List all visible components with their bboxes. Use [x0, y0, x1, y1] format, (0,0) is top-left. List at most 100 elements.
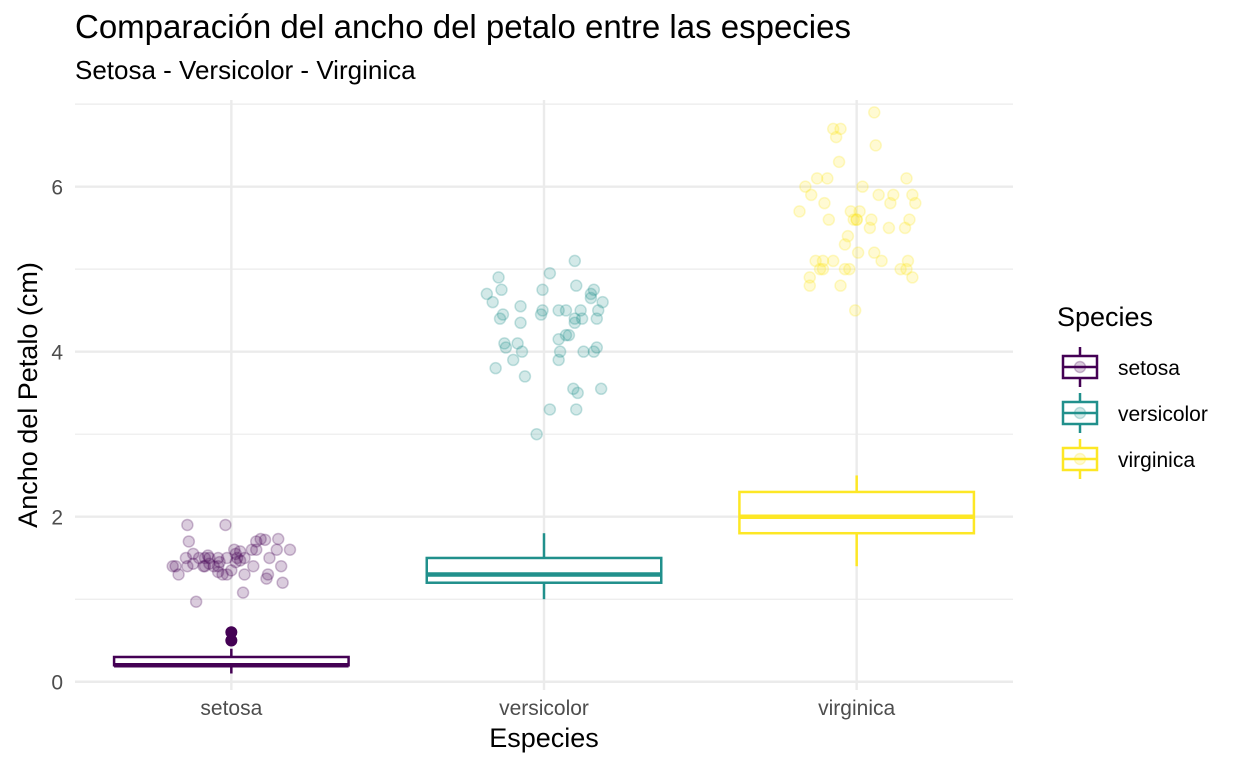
- data-point: [166, 559, 179, 573]
- data-point: [799, 180, 812, 193]
- data-point: [816, 262, 830, 276]
- data-point: [181, 518, 194, 532]
- data-point: [213, 555, 226, 569]
- data-point: [169, 559, 182, 573]
- data-point: [247, 559, 260, 573]
- data-point: [530, 427, 543, 441]
- data-point: [518, 370, 532, 383]
- legend: Species setosa versicolor virginica: [1057, 302, 1208, 479]
- data-point: [875, 254, 888, 268]
- data-point: [181, 559, 194, 573]
- data-point: [838, 262, 852, 276]
- data-point: [898, 221, 912, 235]
- data-point: [236, 586, 250, 599]
- data-point: [574, 304, 587, 317]
- data-point: [534, 308, 548, 321]
- data-point: [568, 312, 582, 325]
- data-point: [822, 213, 836, 226]
- data-point: [480, 287, 494, 301]
- chart-title: Comparación del ancho del petalo entre l…: [75, 8, 851, 45]
- data-point: [900, 172, 913, 185]
- data-point: [865, 213, 878, 226]
- data-point: [499, 341, 513, 354]
- data-point: [514, 300, 527, 313]
- legend-key-point: [1073, 360, 1087, 374]
- data-point: [172, 568, 185, 581]
- x-tick-label: setosa: [200, 697, 262, 720]
- data-point: [203, 551, 216, 565]
- data-point: [198, 559, 212, 573]
- data-point: [900, 262, 913, 276]
- data-point: [249, 543, 263, 556]
- legend-label: virginica: [1118, 449, 1195, 472]
- data-point: [813, 262, 827, 276]
- data-point: [229, 547, 242, 561]
- data-point: [848, 304, 862, 317]
- data-point: [220, 551, 234, 565]
- data-point: [851, 246, 865, 259]
- data-point: [587, 345, 601, 358]
- data-point: [203, 557, 216, 570]
- x-tick-label: virginica: [818, 697, 895, 720]
- data-point: [584, 287, 598, 301]
- data-point: [594, 382, 608, 396]
- data-point: [575, 312, 589, 325]
- data-point: [276, 576, 289, 589]
- data-point: [260, 572, 273, 585]
- data-point: [856, 180, 869, 193]
- data-point: [511, 337, 524, 350]
- legend-title: Species: [1057, 302, 1153, 332]
- data-point: [872, 188, 885, 202]
- data-point: [254, 532, 267, 546]
- data-point: [850, 213, 863, 226]
- data-point: [591, 304, 605, 317]
- x-axis-label: Especies: [489, 723, 599, 753]
- data-point: [562, 328, 576, 342]
- y-tick-label: 4: [51, 342, 63, 365]
- data-point: [568, 316, 582, 330]
- data-point: [515, 345, 529, 358]
- data-point: [228, 543, 241, 556]
- data-point: [577, 345, 590, 358]
- data-point: [192, 551, 206, 565]
- data-point: [884, 196, 897, 210]
- data-point: [552, 353, 565, 367]
- data-point: [249, 535, 263, 548]
- data-point: [569, 279, 583, 292]
- data-point: [261, 568, 275, 581]
- data-point: [216, 568, 229, 581]
- data-point: [906, 271, 919, 284]
- data-point: [189, 595, 203, 608]
- data-point: [496, 308, 510, 321]
- data-point: [220, 568, 234, 581]
- y-tick-label: 2: [51, 507, 63, 530]
- data-point: [258, 533, 272, 547]
- legend-key-point: [1073, 406, 1087, 420]
- data-point: [804, 188, 818, 202]
- outlier-point: [225, 626, 238, 639]
- data-point: [245, 543, 259, 556]
- data-point: [803, 279, 817, 292]
- data-point: [590, 341, 604, 354]
- data-point: [225, 564, 238, 577]
- data-point: [793, 205, 806, 218]
- data-point: [863, 221, 877, 235]
- data-point: [596, 295, 609, 309]
- data-point: [868, 246, 881, 259]
- data-point: [271, 532, 285, 546]
- y-tick-label: 0: [51, 672, 63, 695]
- data-point: [816, 254, 830, 268]
- data-point: [901, 254, 915, 268]
- data-point: [853, 205, 866, 218]
- x-tick-label: versicolor: [499, 697, 589, 720]
- data-point: [543, 403, 557, 416]
- data-point: [553, 345, 567, 358]
- data-point: [887, 188, 900, 202]
- data-point: [492, 271, 505, 284]
- data-point: [274, 559, 288, 573]
- data-point: [543, 267, 557, 280]
- jitter-points: [166, 106, 922, 608]
- chart-subtitle: Setosa - Versicolor - Virginica: [75, 55, 416, 85]
- y-tick-label: 6: [51, 177, 63, 200]
